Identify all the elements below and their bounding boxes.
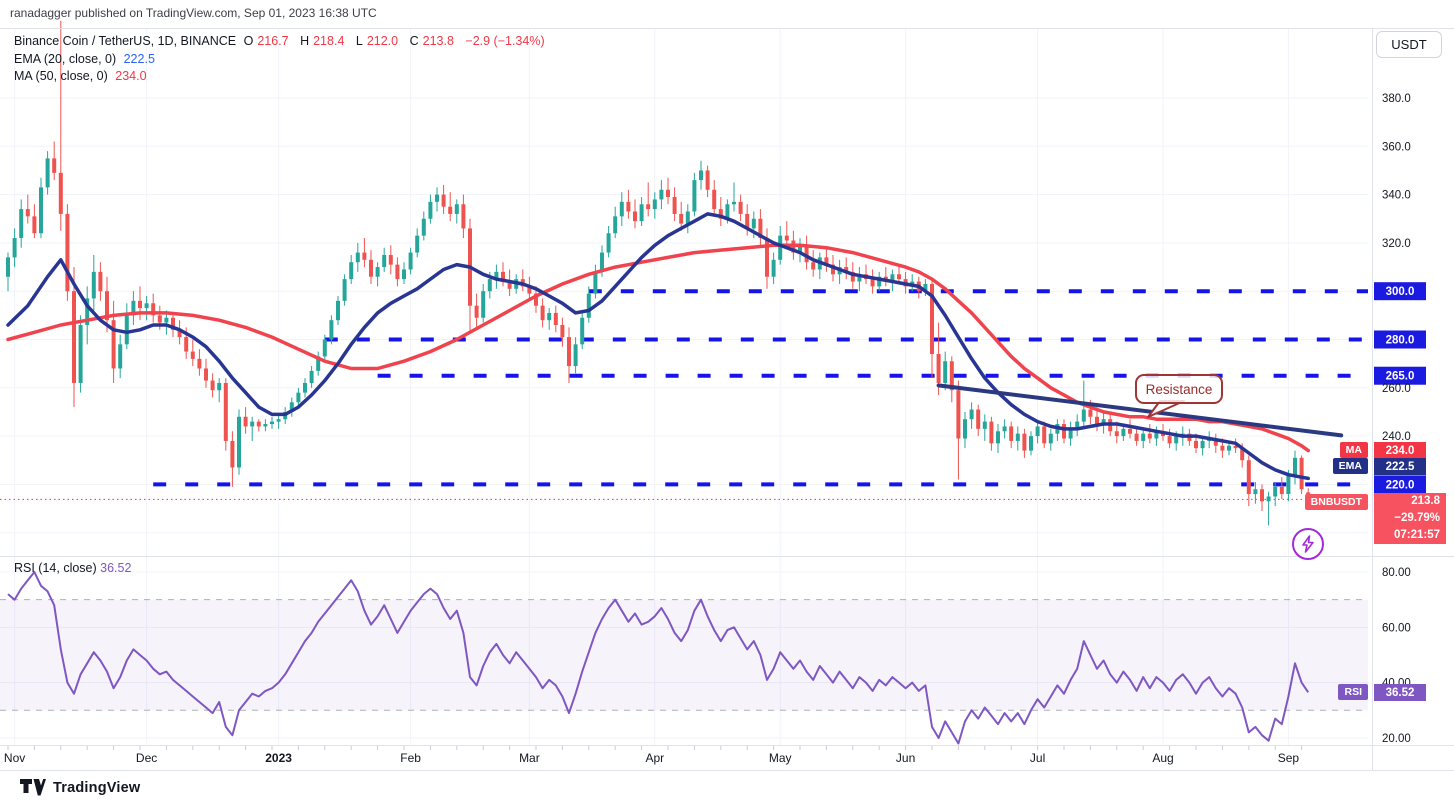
tradingview-logo-icon bbox=[20, 779, 46, 796]
ma50-line bbox=[6, 243, 1310, 453]
svg-text:Jul: Jul bbox=[1030, 751, 1045, 765]
svg-text:360.0: 360.0 bbox=[1382, 141, 1411, 153]
rsi-label: RSI (14, close) bbox=[14, 561, 97, 575]
svg-text:340.0: 340.0 bbox=[1382, 190, 1411, 202]
svg-text:220.0: 220.0 bbox=[1386, 479, 1415, 491]
symbol-badge-label: BNBUSDT bbox=[1304, 494, 1368, 510]
svg-text:May: May bbox=[769, 751, 792, 765]
svg-text:Dec: Dec bbox=[136, 751, 157, 765]
ema-value: 222.5 bbox=[123, 51, 155, 66]
time-axis: Nov Dec 2023 Feb Mar Apr May Jun Jul Aug Sep bbox=[4, 746, 1303, 765]
lightning-icon[interactable] bbox=[1292, 528, 1324, 560]
tradingview-logo[interactable]: TradingView bbox=[20, 779, 140, 796]
svg-text:Mar: Mar bbox=[519, 751, 540, 765]
ema-label: EMA (20, close, 0) bbox=[14, 51, 117, 66]
ma-value: 234.0 bbox=[115, 69, 147, 83]
ohlc-close: C 213.8 bbox=[409, 34, 454, 48]
currency-toggle-button[interactable]: USDT bbox=[1376, 31, 1442, 58]
ohlc-high: H 218.4 bbox=[300, 34, 345, 48]
svg-text:20.00: 20.00 bbox=[1382, 733, 1411, 745]
candles-layer bbox=[6, 20, 1311, 526]
svg-text:80.00: 80.00 bbox=[1382, 567, 1411, 579]
svg-text:Jun: Jun bbox=[896, 751, 915, 765]
rsi-badge-label: RSI bbox=[1338, 684, 1368, 700]
level-rays: 300.0 280.0 265.0 220.0 bbox=[153, 282, 1426, 494]
ma-legend-row[interactable]: MA (50, close, 0) 234.0 bbox=[14, 68, 549, 86]
last-price-block: 213.8 −29.79% 07:21:57 bbox=[1374, 493, 1446, 544]
chart-legend: Binance Coin / TetherUS, 1D, BINANCE O 21… bbox=[14, 33, 549, 86]
last-change-pct: −29.79% bbox=[1394, 512, 1440, 524]
grid-layer bbox=[0, 29, 1368, 745]
symbol-title: Binance Coin / TetherUS, 1D, BINANCE bbox=[14, 34, 237, 48]
ohlc-low: L 212.0 bbox=[355, 34, 399, 48]
ema-legend-row[interactable]: EMA (20, close, 0) 222.5 bbox=[14, 51, 549, 69]
rsi-value-badge: 36.52 bbox=[1374, 684, 1426, 701]
svg-text:320.0: 320.0 bbox=[1382, 238, 1411, 250]
ohlc-open: O 216.7 bbox=[243, 34, 289, 48]
svg-text:Nov: Nov bbox=[4, 751, 25, 765]
bar-countdown: 07:21:57 bbox=[1393, 529, 1440, 541]
svg-text:260.0: 260.0 bbox=[1382, 383, 1411, 395]
rsi-line bbox=[7, 571, 1310, 745]
ema20-line bbox=[6, 212, 1310, 481]
attribution-text: ranadagger published on TradingView.com,… bbox=[10, 6, 377, 20]
tradingview-logo-text: TradingView bbox=[53, 779, 141, 796]
ema-price-badge: 222.5 bbox=[1374, 458, 1426, 475]
rsi-value: 36.52 bbox=[100, 561, 132, 575]
ma-badge-label: MA bbox=[1339, 442, 1368, 458]
ma-price-badge: 234.0 bbox=[1374, 442, 1426, 459]
svg-text:60.00: 60.00 bbox=[1382, 622, 1411, 634]
svg-text:380.0: 380.0 bbox=[1382, 93, 1411, 105]
lightning-bolt-glyph bbox=[1302, 535, 1314, 553]
resistance-callout[interactable]: Resistance bbox=[1135, 374, 1223, 404]
frame-lines bbox=[0, 28, 1454, 771]
resistance-trendline[interactable] bbox=[936, 383, 1344, 438]
ema-badge-label: EMA bbox=[1332, 458, 1368, 474]
rsi-band bbox=[0, 599, 1368, 711]
svg-text:Aug: Aug bbox=[1152, 751, 1173, 765]
svg-text:2023: 2023 bbox=[265, 751, 292, 765]
symbol-legend-row[interactable]: Binance Coin / TetherUS, 1D, BINANCE O 21… bbox=[14, 33, 549, 51]
svg-text:280.0: 280.0 bbox=[1386, 335, 1415, 347]
last-price-value: 213.8 bbox=[1411, 495, 1440, 507]
rsi-legend-row[interactable]: RSI (14, close) 36.52 bbox=[14, 561, 131, 575]
ma-label: MA (50, close, 0) bbox=[14, 69, 108, 83]
price-axis-labels: 380.0360.0340.0320.0260.0240.0200.080.00… bbox=[1382, 93, 1411, 745]
svg-text:Apr: Apr bbox=[645, 751, 664, 765]
svg-text:265.0: 265.0 bbox=[1386, 371, 1415, 383]
change-value: −2.9 (−1.34%) bbox=[465, 34, 545, 48]
svg-text:300.0: 300.0 bbox=[1386, 286, 1415, 298]
svg-text:Sep: Sep bbox=[1278, 751, 1300, 765]
svg-text:240.0: 240.0 bbox=[1382, 431, 1411, 443]
svg-text:Feb: Feb bbox=[400, 751, 421, 765]
